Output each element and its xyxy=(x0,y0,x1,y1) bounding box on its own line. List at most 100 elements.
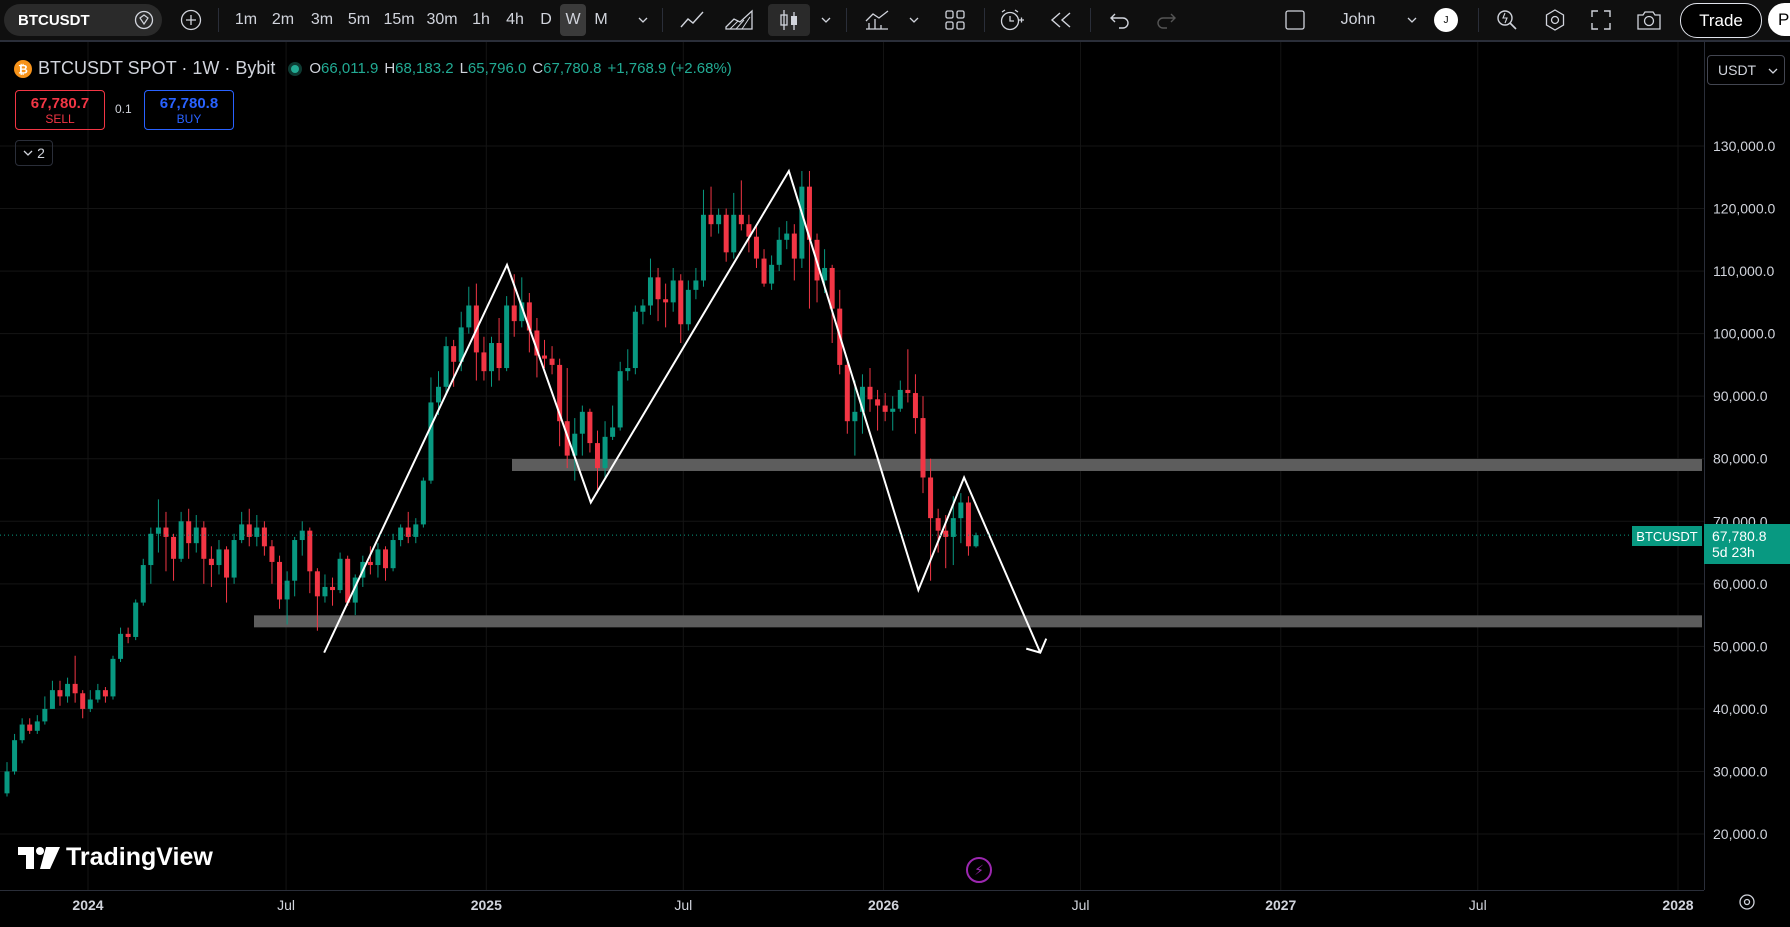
toolbar-divider xyxy=(984,8,985,32)
indicators-dropdown-icon[interactable] xyxy=(906,4,922,36)
redo-icon[interactable] xyxy=(1152,4,1180,36)
time-label: 2024 xyxy=(72,897,103,913)
settings-gear-icon[interactable] xyxy=(1540,4,1570,36)
tradingview-mark-icon xyxy=(18,846,60,869)
candle-body xyxy=(118,633,124,659)
currency-select[interactable]: USDT xyxy=(1707,55,1785,85)
candle-body xyxy=(844,364,850,422)
buy-button[interactable]: 67,780.8 BUY xyxy=(144,90,234,130)
candle-body xyxy=(753,236,759,259)
tradingview-logo[interactable]: TradingView xyxy=(18,843,213,872)
interval-1m[interactable]: 1m xyxy=(234,11,258,28)
time-label: 2027 xyxy=(1265,897,1296,913)
user-dropdown-icon[interactable] xyxy=(1404,4,1420,36)
quick-search-icon[interactable] xyxy=(1492,4,1522,36)
axis-settings-icon[interactable] xyxy=(1738,893,1756,916)
add-symbol-icon[interactable] xyxy=(176,4,206,36)
candles xyxy=(4,171,979,797)
price-label: 40,000.0 xyxy=(1713,701,1768,717)
undo-icon[interactable] xyxy=(1106,4,1134,36)
fullscreen-icon[interactable] xyxy=(1586,4,1616,36)
candle-body xyxy=(458,327,464,362)
legend-open: O66,011.9 xyxy=(309,60,378,77)
candle-body xyxy=(163,527,169,537)
indicators-icon[interactable] xyxy=(862,4,892,36)
lightning-icon[interactable]: ⚡ xyxy=(966,857,992,883)
candle-body xyxy=(420,480,426,525)
interval-dropdown-icon[interactable] xyxy=(635,4,651,36)
candle-body xyxy=(549,358,555,365)
symbol-name[interactable]: BTCUSDT xyxy=(18,11,90,29)
candle-body xyxy=(352,577,358,603)
chart-type-dropdown-icon[interactable] xyxy=(818,4,834,36)
interval-5m[interactable]: 5m xyxy=(347,11,371,28)
indicators-collapse-button[interactable]: 2 xyxy=(15,140,53,166)
symbol-options-icon[interactable] xyxy=(134,10,154,30)
interval-1h[interactable]: 1h xyxy=(472,11,490,28)
interval-w[interactable]: W xyxy=(560,4,586,36)
trade-button[interactable]: Trade xyxy=(1680,3,1762,38)
layout-square-icon[interactable] xyxy=(1280,4,1310,36)
interval-2m[interactable]: 2m xyxy=(271,11,295,28)
symbol-search[interactable]: BTCUSDT xyxy=(4,4,162,36)
candle-body xyxy=(451,346,457,362)
candle-body xyxy=(829,267,835,309)
candle-body xyxy=(398,527,404,541)
candle-body xyxy=(269,546,275,562)
interval-15m[interactable]: 15m xyxy=(383,11,415,28)
area-chart-icon[interactable] xyxy=(722,4,756,36)
candle-body xyxy=(678,280,684,325)
avatar[interactable]: J xyxy=(1434,8,1458,32)
candle-body xyxy=(42,708,48,722)
sell-button[interactable]: 67,780.7 SELL xyxy=(15,90,105,130)
interval-d[interactable]: D xyxy=(540,11,552,28)
candle-body xyxy=(890,408,896,412)
user-name[interactable]: John xyxy=(1340,11,1376,28)
chevron-down-icon xyxy=(1768,68,1778,74)
candle-body xyxy=(602,436,608,469)
sell-price: 67,780.7 xyxy=(30,94,90,112)
order-quantity[interactable]: 0.1 xyxy=(115,102,132,116)
line-chart-icon[interactable] xyxy=(676,4,708,36)
candle-body xyxy=(292,540,298,581)
alert-icon[interactable] xyxy=(996,4,1028,36)
candle-body xyxy=(375,549,381,566)
candle-body xyxy=(943,530,949,537)
snapshot-camera-icon[interactable] xyxy=(1634,4,1664,36)
price-axis-labels: 130,000.0 120,000.0 110,000.0 100,000.0 90,0… xyxy=(1713,138,1775,842)
candle-body xyxy=(905,389,911,394)
candle-body xyxy=(428,402,434,481)
candle-body xyxy=(723,214,729,253)
candle-body xyxy=(140,565,146,603)
svg-text:₿: ₿ xyxy=(18,62,28,76)
candle-body xyxy=(19,724,25,741)
candle-body xyxy=(246,524,252,537)
candle-body xyxy=(383,549,389,569)
interval-30m[interactable]: 30m xyxy=(426,11,458,28)
price-label: 120,000.0 xyxy=(1713,201,1775,217)
time-axis-labels: 2024 Jul 2025 Jul 2026 Jul 2027 Jul 2028 xyxy=(72,897,1693,913)
price-label: 20,000.0 xyxy=(1713,826,1768,842)
candle-body xyxy=(973,535,979,547)
candle-body xyxy=(405,527,411,537)
candle-body xyxy=(390,540,396,569)
candle-body xyxy=(345,558,351,603)
horizontal-level xyxy=(254,615,1702,628)
close-key: C xyxy=(532,60,544,77)
candle-body xyxy=(284,580,290,600)
time-label: 2028 xyxy=(1662,897,1693,913)
high-key: H xyxy=(384,60,396,77)
interval-m[interactable]: M xyxy=(594,11,608,28)
layouts-icon[interactable] xyxy=(940,4,970,36)
candle-body xyxy=(541,355,547,359)
candle-body xyxy=(776,239,782,265)
interval-4h[interactable]: 4h xyxy=(506,11,524,28)
interval-3m[interactable]: 3m xyxy=(310,11,334,28)
publish-button[interactable]: Pu xyxy=(1768,3,1790,36)
candlestick-chart-icon[interactable] xyxy=(768,4,810,36)
price-label: 100,000.0 xyxy=(1713,326,1775,342)
legend-title[interactable]: BTCUSDT SPOT · 1W · Bybit xyxy=(38,58,276,78)
grid-lines xyxy=(0,42,1704,890)
replay-icon[interactable] xyxy=(1046,4,1076,36)
